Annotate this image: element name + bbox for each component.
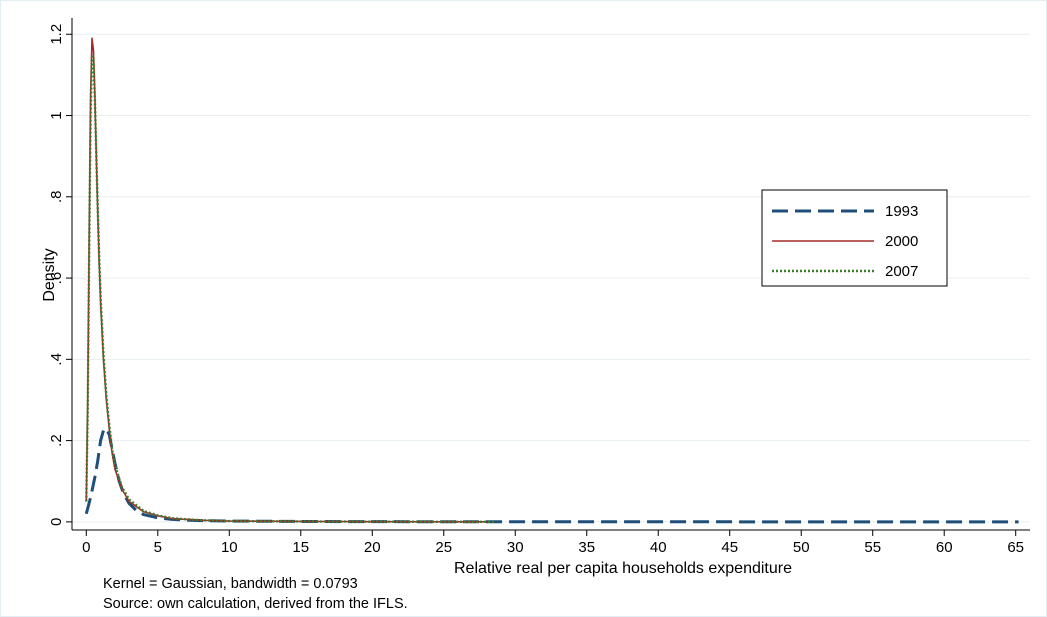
x-tick-label: 15 [292, 539, 309, 556]
legend: 1993 2000 2007 [761, 189, 948, 287]
y-tick-label: .8 [48, 191, 65, 204]
y-tick-label: 1.2 [48, 24, 65, 45]
y-tick-label: .4 [48, 353, 65, 366]
kernel-note: Kernel = Gaussian, bandwidth = 0.0793 [103, 576, 358, 592]
y-tick-label: .6 [48, 272, 65, 285]
x-tick-label: 65 [1007, 539, 1024, 556]
axes: 0 .2 .4 .6 .8 1 1.2 0 5 10 15 20 25 30 35 40 45 50 55 60 65 [48, 18, 1030, 556]
y-tick-label: 1 [48, 111, 65, 119]
y-tick-label: 0 [48, 518, 65, 526]
x-tick-label: 50 [793, 539, 810, 556]
legend-label-1993: 1993 [885, 203, 918, 220]
legend-label-2000: 2000 [885, 233, 918, 250]
series-line-2007 [85, 53, 494, 524]
x-tick-label: 55 [864, 539, 881, 556]
legend-label-2007: 2007 [885, 263, 918, 280]
x-tick-label: 0 [82, 539, 90, 556]
x-tick-label: 20 [364, 539, 381, 556]
x-tick-label: 10 [221, 539, 238, 556]
x-tick-label: 60 [936, 539, 953, 556]
y-tick-label: .2 [48, 434, 65, 447]
x-tick-label: 35 [578, 539, 595, 556]
x-tick-label: 5 [154, 539, 162, 556]
x-tick-label: 30 [507, 539, 524, 556]
x-tick-label: 25 [435, 539, 452, 556]
series-group [84, 37, 1019, 524]
x-axis-title: Relative real per capita households expe… [454, 560, 792, 577]
source-note: Source: own calculation, derived from th… [103, 596, 408, 612]
x-tick-label: 40 [650, 539, 667, 556]
y-axis-title: Density [41, 248, 58, 301]
x-tick-label: 45 [721, 539, 738, 556]
grid [72, 33, 1030, 523]
